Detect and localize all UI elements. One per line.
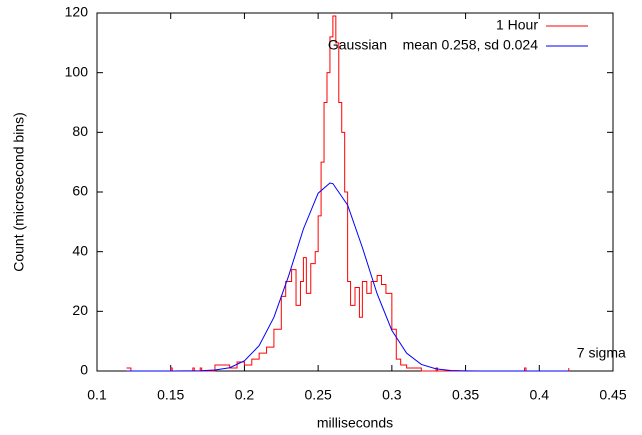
x-tick-label: 0.3 (382, 387, 402, 403)
y-axis-label: Count (microsecond bins) (11, 112, 27, 272)
y-tick-label: 0 (80, 362, 88, 378)
y-tick-label: 20 (72, 302, 88, 318)
x-tick-label: 0.4 (530, 387, 550, 403)
x-tick-label: 0.1 (87, 387, 107, 403)
y-tick-label: 60 (72, 183, 88, 199)
legend-label: Gaussian mean 0.258, sd 0.024 (328, 37, 538, 53)
x-tick-label: 0.15 (157, 387, 184, 403)
series-line (126, 182, 569, 372)
x-tick-label: 0.35 (452, 387, 479, 403)
annotation: 7 sigma (577, 345, 626, 361)
y-tick-label: 40 (72, 242, 88, 258)
series-line (126, 15, 570, 372)
x-tick-label: 0.2 (235, 387, 255, 403)
y-tick-label: 100 (65, 63, 89, 79)
y-tick-label: 80 (72, 123, 88, 139)
x-axis-label: milliseconds (317, 415, 393, 431)
plot-frame (96, 12, 614, 372)
x-tick-label: 0.25 (305, 387, 332, 403)
x-tick-label: 0.45 (599, 387, 626, 403)
legend-label: 1 Hour (496, 17, 538, 33)
y-tick-label: 120 (65, 4, 89, 20)
